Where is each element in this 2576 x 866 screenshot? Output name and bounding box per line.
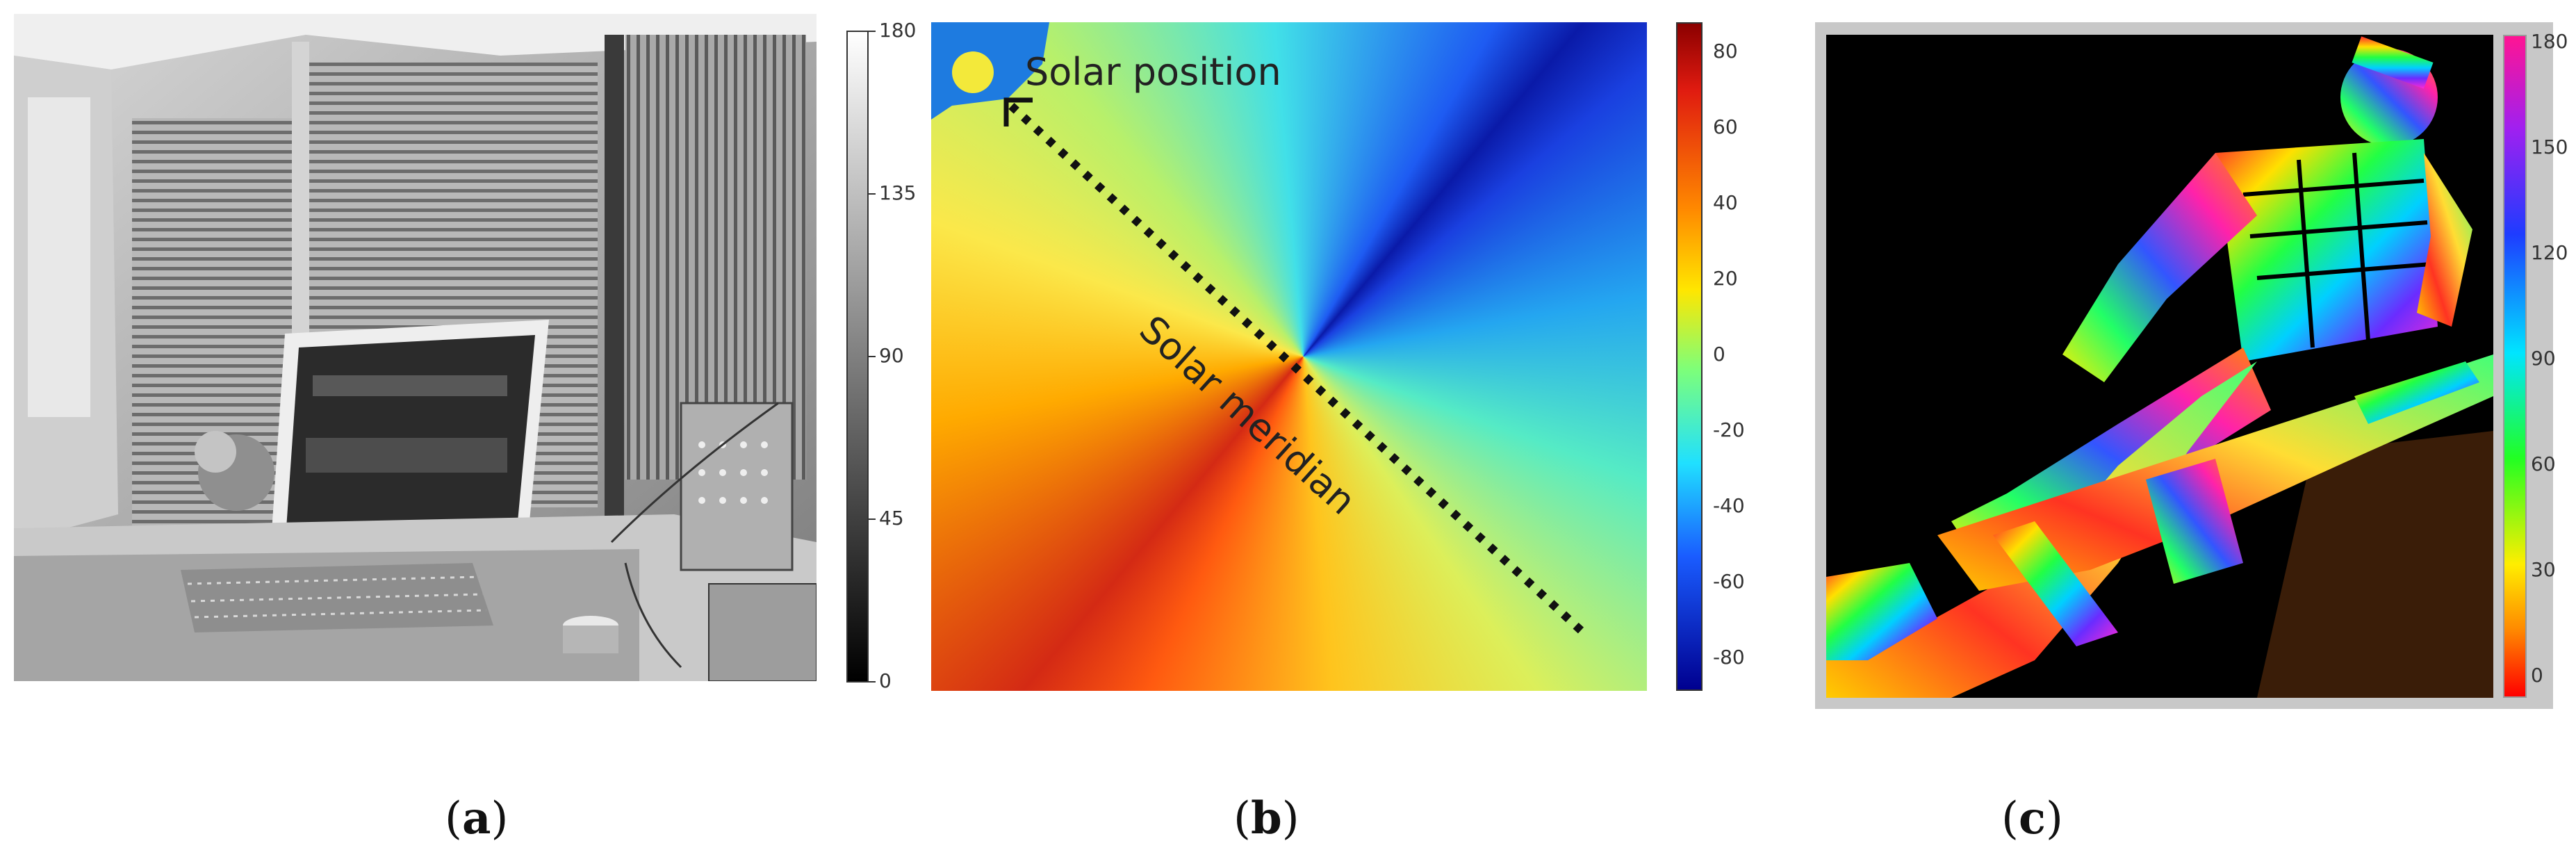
colorbar-c-tick-180: 180 [2531,30,2568,53]
panel-b-image: Solar position Solar meridian [931,22,1647,691]
colorbar-c-tick-30: 30 [2531,558,2556,581]
colorbar-b-tick-0: 0 [1713,343,1725,366]
colorbar-a-tick-135: 135 [879,181,917,204]
caption-b-close: ) [1281,793,1299,844]
colorbar-c [2503,35,2527,698]
caption-c-close: ) [2045,793,2063,844]
caption-c-letter: c [2018,792,2046,844]
colorbar-b [1676,22,1703,691]
caption-b-letter: b [1250,792,1282,844]
colorbar-a-tick-0: 0 [879,669,892,692]
colorbar-b-tick-80: 80 [1713,40,1738,63]
colorbar-a-tick-45: 45 [879,507,904,530]
colorbar-c-tick-60: 60 [2531,452,2556,475]
colorbar-b-tick-m40: -40 [1713,494,1745,517]
panel-c-image [1826,35,2493,698]
solar-position-label: Solar position [1025,50,1281,94]
colorbar-a-tick-180: 180 [879,19,917,42]
colorbar-c-tick-0: 0 [2531,664,2543,687]
colorbar-a-tick-90: 90 [879,344,904,367]
caption-a-open: ( [445,793,462,844]
sky-polarization-overlay-icon [931,22,1584,634]
colorbar-b-tick-m60: -60 [1713,570,1745,593]
colorbar-b-tick-60: 60 [1713,115,1738,138]
colorbar-c-tick-150: 150 [2531,136,2568,158]
colorbar-b-tick-m80: -80 [1713,646,1745,669]
colorbar-c-tick-90: 90 [2531,347,2556,370]
colorbar-a [846,31,869,683]
office-scene-grayscale-icon [14,14,817,681]
colorbar-b-tick-m20: -20 [1713,418,1745,441]
caption-c-open: ( [2001,793,2019,844]
colorbar-b-tick-20: 20 [1713,267,1738,290]
colorbar-b-tick-40: 40 [1713,191,1738,214]
soldier-figure-hsv-icon [1826,36,2493,698]
caption-a-close: ) [491,793,509,844]
panel-a-image [14,14,817,681]
caption-b-open: ( [1233,793,1251,844]
caption-a: (a) [445,792,508,844]
caption-b: (b) [1233,792,1299,844]
colorbar-c-tick-120: 120 [2531,241,2568,264]
caption-c: (c) [2001,792,2063,844]
caption-a-letter: a [461,792,491,844]
